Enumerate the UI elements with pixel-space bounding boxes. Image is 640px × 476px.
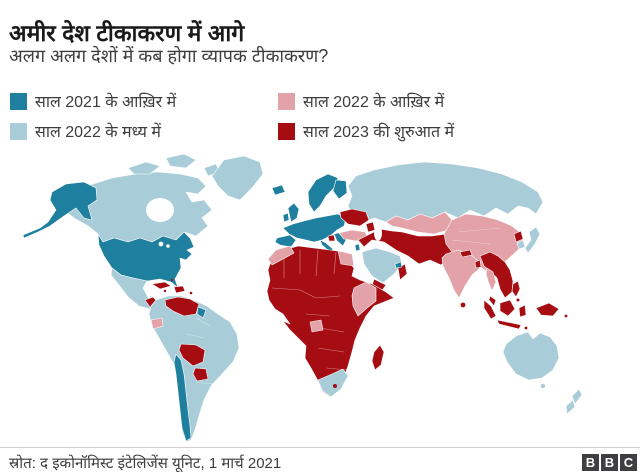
country-bangladesh <box>474 259 482 269</box>
country-north-korea <box>513 230 524 243</box>
region-balkan-patch <box>327 234 336 242</box>
legend-swatch-end-2021 <box>10 92 27 110</box>
solomon-islands <box>564 314 568 318</box>
caribbean-island-2 <box>189 291 193 295</box>
bbc-logo-letter-b2: B <box>601 454 618 471</box>
world-map <box>0 148 640 446</box>
bbc-logo-letter-c: C <box>620 454 637 471</box>
country-usa <box>97 231 195 289</box>
country-egypt <box>337 250 355 267</box>
country-indonesia-java <box>496 319 522 330</box>
footer: स्रोत: द इकोनॉमिस्ट इंटेलिजेंस यूनिट, 1 … <box>0 447 640 476</box>
page-title: अमीर देश टीकाकरण में आगे <box>9 20 245 47</box>
country-venezuela-guyana <box>164 296 200 317</box>
country-australia <box>502 331 560 381</box>
country-malaysia <box>488 295 497 307</box>
region-east-south-asia <box>441 213 568 330</box>
legend-item-mid-2022: साल 2022 के मध्य में <box>10 116 276 146</box>
country-indonesia-sulawesi <box>518 304 527 318</box>
country-greenland <box>211 155 264 201</box>
legend-swatch-mid-2022 <box>10 122 27 140</box>
country-canada-arctic-islands <box>127 153 221 177</box>
new-zealand-north <box>571 388 583 405</box>
region-europe <box>271 173 376 253</box>
great-lakes-2 <box>166 244 170 248</box>
region-north-america <box>22 153 264 322</box>
country-ecuador <box>150 317 164 330</box>
africa-borders <box>271 249 349 371</box>
legend-label-mid-2022: साल 2022 के मध्य में <box>35 124 161 141</box>
legend-label-end-2021: साल 2021 के आख़िर में <box>35 94 177 111</box>
country-iceland <box>271 184 286 196</box>
country-papua-new-guinea <box>535 302 560 317</box>
legend-item-end-2021: साल 2021 के आख़िर में <box>10 86 276 116</box>
map-legend: साल 2021 के आख़िर में साल 2022 के आख़िर … <box>10 86 630 146</box>
country-uae <box>394 261 403 269</box>
region-central-west-asia <box>354 211 457 293</box>
country-thailand <box>485 267 497 292</box>
country-hispaniola <box>173 285 186 294</box>
country-sri-lanka <box>460 302 466 308</box>
south-america-mainland <box>148 295 240 443</box>
country-cuba <box>151 281 172 290</box>
country-south-africa <box>317 368 349 398</box>
country-uk <box>287 202 300 223</box>
lesser-sunda <box>524 326 528 330</box>
tasmania <box>540 383 546 389</box>
country-oman <box>397 263 408 281</box>
source-text: स्रोत: द इकोनॉमिस्ट इंटेलिजेंस यूनिट, 1 … <box>9 454 282 472</box>
legend-label-end-2022: साल 2022 के आख़िर में <box>303 94 445 111</box>
legend-swatch-end-2022 <box>278 92 295 110</box>
country-finland <box>332 179 348 200</box>
legend-item-early-2023: साल 2023 की शुरुआत में <box>278 116 630 146</box>
region-gabon <box>309 319 324 333</box>
region-europe-mainland <box>282 213 347 243</box>
region-ethiopia-kenya <box>351 281 377 317</box>
country-indonesia-borneo <box>499 299 516 317</box>
country-south-korea <box>516 239 526 250</box>
country-alaska <box>22 181 98 239</box>
bbc-logo: B B C <box>582 454 640 471</box>
caribbean-island-3 <box>170 278 174 282</box>
country-suriname-frguiana <box>196 306 207 319</box>
country-ukraine <box>339 208 370 227</box>
legend-label-early-2023: साल 2023 की शुरुआत में <box>303 124 455 141</box>
country-chile <box>173 353 192 442</box>
region-oceania <box>502 331 583 415</box>
legend-swatch-early-2023 <box>278 122 295 140</box>
region-caucasus <box>365 221 376 233</box>
region-iberia <box>274 234 297 248</box>
country-indonesia-sumatra <box>483 299 497 320</box>
legend-item-end-2022: साल 2022 के आख़िर में <box>278 86 630 116</box>
country-paraguay <box>192 367 209 382</box>
country-madagascar <box>371 344 385 371</box>
country-philippines <box>511 280 521 298</box>
region-africa <box>266 245 395 398</box>
world-choropleth-svg <box>22 153 583 443</box>
country-ireland <box>282 212 290 223</box>
great-lakes <box>158 241 164 247</box>
country-morocco <box>267 245 295 266</box>
country-lesotho <box>333 384 337 388</box>
country-bolivia <box>178 343 206 367</box>
hudson-bay <box>146 198 174 222</box>
philippines-island <box>516 298 520 302</box>
region-scandinavia <box>307 173 339 213</box>
asia-borders <box>451 227 501 245</box>
new-zealand-south <box>565 399 576 415</box>
caspian-sea <box>374 225 382 241</box>
country-japan <box>524 226 541 254</box>
caribbean-island <box>163 289 167 293</box>
page-subtitle: अलग अलग देशों में कब होगा व्यापक टीकाकरण… <box>9 46 329 66</box>
country-israel <box>354 243 361 252</box>
sa-borders <box>185 317 215 385</box>
bbc-logo-letter-b1: B <box>582 454 599 471</box>
region-south-america <box>148 295 240 443</box>
country-nepal <box>459 249 473 258</box>
